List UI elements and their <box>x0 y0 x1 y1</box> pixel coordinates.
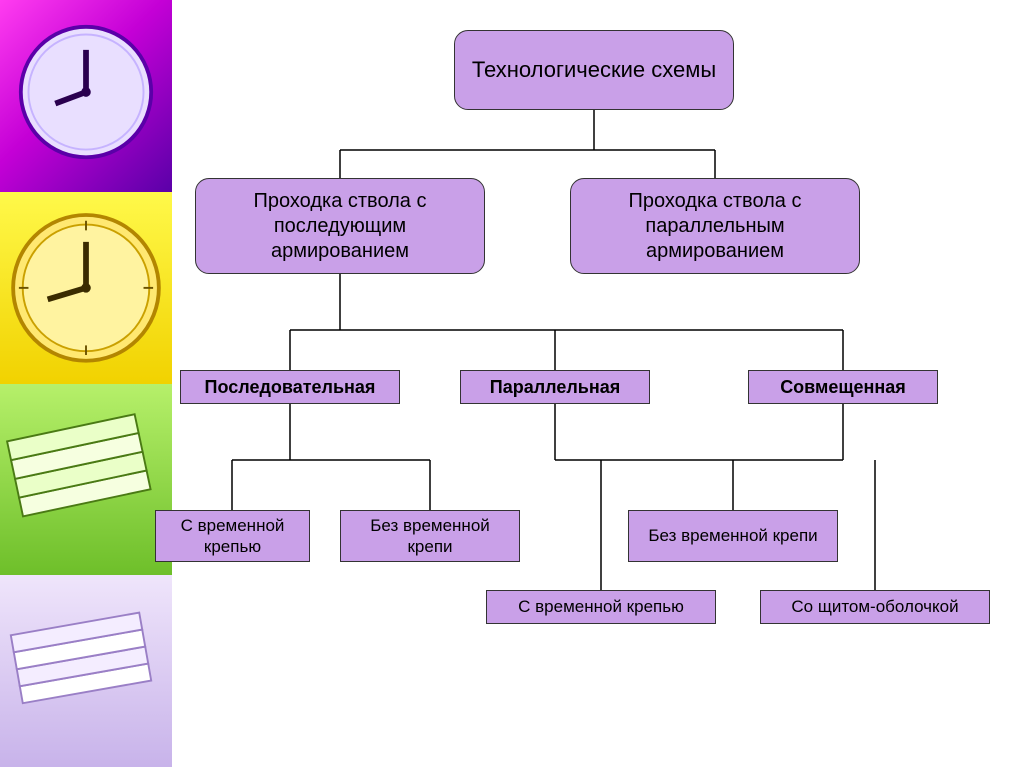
node-l3a: Последовательная <box>180 370 400 404</box>
node-l4e: Со щитом-оболочкой <box>760 590 990 624</box>
tile-papers-purple <box>0 575 172 767</box>
decorative-sidebar <box>0 0 172 767</box>
node-l2a: Проходка ствола с последующим армировани… <box>195 178 485 274</box>
node-l4a-label: С временной крепью <box>166 515 299 558</box>
node-l3b-label: Параллельная <box>490 376 620 399</box>
tile-clock-yellow <box>0 192 172 384</box>
node-l2b: Проходка ствола с параллельным армирован… <box>570 178 860 274</box>
node-l3c-label: Совмещенная <box>780 376 906 399</box>
node-l4c-label: Без временной крепи <box>648 525 817 546</box>
node-l2a-label: Проходка ствола с последующим армировани… <box>206 189 474 264</box>
node-l3b: Параллельная <box>460 370 650 404</box>
node-l3c: Совмещенная <box>748 370 938 404</box>
node-root: Технологические схемы <box>454 30 734 110</box>
node-l4b-label: Без временной крепи <box>351 515 509 558</box>
node-root-label: Технологические схемы <box>472 56 716 84</box>
tile-papers-green <box>0 384 172 576</box>
node-l4b: Без временной крепи <box>340 510 520 562</box>
node-l4a: С временной крепью <box>155 510 310 562</box>
node-l4d-label: С временной крепью <box>518 596 684 617</box>
tile-clock-magenta <box>0 0 172 192</box>
node-l2b-label: Проходка ствола с параллельным армирован… <box>581 189 849 264</box>
node-l4d: С временной крепью <box>486 590 716 624</box>
node-l4e-label: Со щитом-оболочкой <box>791 596 958 617</box>
node-l3a-label: Последовательная <box>205 376 376 399</box>
node-l4c: Без временной крепи <box>628 510 838 562</box>
